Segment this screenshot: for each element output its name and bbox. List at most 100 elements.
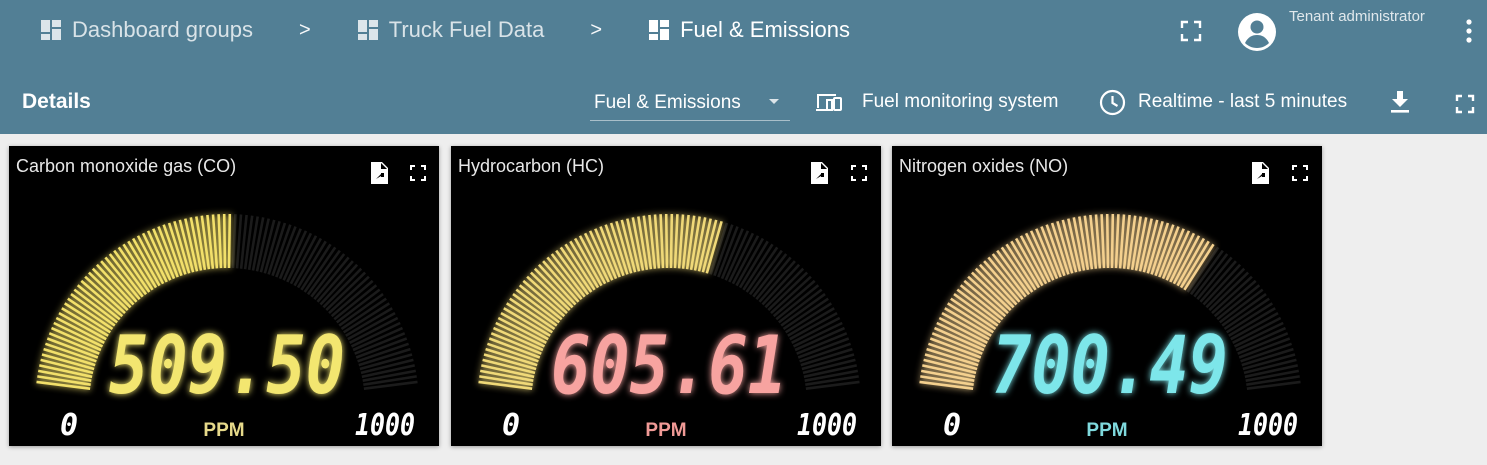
digital-gauge: 605.61 0 1000 PPM <box>478 213 860 443</box>
gauge-segment-active <box>495 321 546 348</box>
gauge-segment-active <box>564 243 596 291</box>
fullscreen-icon[interactable] <box>1292 165 1308 181</box>
gauge-segment-inactive <box>1216 284 1261 321</box>
gauge-segment-active <box>141 232 168 283</box>
gauge-segment-inactive <box>1223 297 1270 330</box>
timewindow-button[interactable]: Realtime - last 5 minutes <box>1099 88 1347 116</box>
export-icon[interactable] <box>809 161 829 185</box>
gauge-segment-inactive <box>755 256 792 301</box>
gauge-segment-active <box>1061 219 1078 273</box>
widget-title: Carbon monoxide gas (CO) <box>16 156 237 176</box>
gauge-segment-active <box>927 342 980 363</box>
gauge-segment-active <box>1083 215 1094 270</box>
gauge-segment-active <box>206 214 215 269</box>
gauge-segment-active <box>1114 214 1120 269</box>
gauge-segment-active <box>546 256 583 301</box>
gauge-segment-inactive <box>355 337 408 359</box>
gauge-segment-inactive <box>255 218 270 272</box>
gauge-segment-active <box>677 214 685 269</box>
chevron-down-icon <box>769 99 779 104</box>
gauge-segment-active <box>1118 214 1126 269</box>
gauge-segment-active <box>1158 226 1180 278</box>
gauge-segment-inactive <box>767 271 809 312</box>
breadcrumb-label: Truck Fuel Data <box>388 17 545 42</box>
export-icon[interactable] <box>369 161 389 185</box>
account-circle-icon[interactable] <box>1237 12 1277 52</box>
gauge-segment-inactive <box>235 214 243 269</box>
gauge-segment-active <box>1056 220 1074 274</box>
gauge-segment-inactive <box>333 284 378 321</box>
gauge-segment-active <box>46 337 99 359</box>
fullscreen-icon[interactable] <box>1455 94 1475 114</box>
gauge-segment-active <box>131 237 161 287</box>
breadcrumb-dashboard-groups[interactable]: Dashboard groups <box>40 17 253 43</box>
gauge-segment-inactive <box>761 263 801 306</box>
gauge-segment-inactive <box>728 232 755 283</box>
gauge-min-label: 0 <box>943 408 961 443</box>
gauge-segment-inactive <box>770 275 812 315</box>
dashboard-state-select[interactable]: Fuel & Emissions <box>590 84 790 121</box>
gauge-segment-inactive <box>731 235 760 285</box>
gauge-segment-inactive <box>1221 293 1267 327</box>
gauge-segment-inactive <box>358 347 411 367</box>
gauge-segment-active <box>122 243 154 291</box>
gauge-segment-active <box>506 302 553 334</box>
more-vert-icon[interactable] <box>1460 18 1478 44</box>
gauge-segment-inactive <box>713 224 734 277</box>
gauge-segment-inactive <box>797 337 850 359</box>
gauge-segment-active <box>631 217 645 271</box>
fullscreen-icon[interactable] <box>410 165 426 181</box>
gauge-segment-active <box>1000 246 1034 293</box>
gauge-segment-inactive <box>363 380 418 390</box>
gauge-segment-inactive <box>282 230 308 281</box>
gauge-segment-inactive <box>251 217 265 271</box>
gauge-segment-active <box>37 375 91 386</box>
gauge-segment-active <box>609 222 629 275</box>
gauge-segment-active <box>922 364 976 379</box>
gauge-segment-active <box>991 253 1027 298</box>
gauge-segment-active <box>1078 216 1090 271</box>
gauge-segment-inactive <box>1226 302 1273 334</box>
fullscreen-icon[interactable] <box>1180 20 1202 42</box>
gauge-segment-inactive <box>1240 342 1293 363</box>
gauge-segment-active <box>1126 215 1137 270</box>
breadcrumb-truck-fuel-data[interactable]: Truck Fuel Data <box>357 17 545 43</box>
gauge-segment-inactive <box>328 275 370 315</box>
download-icon[interactable] <box>1389 90 1411 114</box>
export-icon[interactable] <box>1250 161 1270 185</box>
gauge-segment-active <box>227 213 232 269</box>
gauge-segment-active <box>929 337 982 359</box>
gauge-bar <box>478 213 723 390</box>
gauge-segment-active <box>41 353 95 371</box>
gauge-segment-active <box>492 326 544 352</box>
gauge-unit-label: PPM <box>645 420 686 441</box>
gauge-segment-active <box>1014 237 1044 287</box>
gauge-segment-active <box>681 214 690 269</box>
gauge-segment-active <box>217 214 223 269</box>
entity-alias-button[interactable]: Fuel monitoring system <box>815 88 1058 116</box>
gauge-segment-active <box>626 218 641 272</box>
gauge-segment-active <box>669 213 674 269</box>
gauge-segment-active <box>36 380 91 390</box>
gauge-segment-inactive <box>357 342 410 363</box>
gauge-segment-active <box>685 215 696 270</box>
gauge-unit-label: PPM <box>203 420 244 441</box>
fullscreen-icon[interactable] <box>851 165 867 181</box>
gauge-segment-active <box>73 288 118 324</box>
gauge-segment-active <box>537 263 577 306</box>
gauge-segment-active <box>1110 213 1115 269</box>
gauge-segment-active <box>1169 232 1196 283</box>
gauge-segment-inactive <box>1242 353 1296 371</box>
widget-title: Hydrocarbon (HC) <box>458 156 605 176</box>
gauge-segment-active <box>1130 216 1142 271</box>
gauge-segment-active <box>200 215 211 270</box>
gauge-segment-inactive <box>1246 375 1300 386</box>
gauge-segment-inactive <box>1243 358 1297 375</box>
gauge-segment-inactive <box>259 219 276 273</box>
top-toolbar: Dashboard groups > Truck Fuel Data > Fue… <box>0 0 1487 134</box>
gauge-segment-active <box>479 375 533 386</box>
gauge-segment-active <box>947 302 994 334</box>
gauge-segment-inactive <box>360 358 414 375</box>
gauge-segment-inactive <box>347 311 396 341</box>
entity-alias-label: Fuel monitoring system <box>862 91 1059 112</box>
